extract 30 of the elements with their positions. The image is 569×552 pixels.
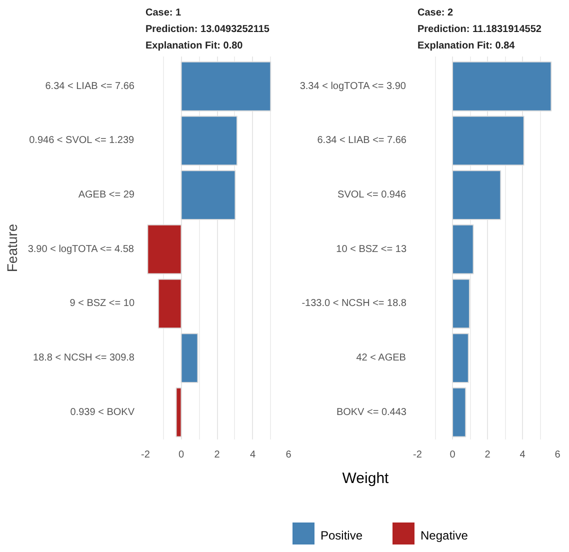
x-tick-label: -2: [413, 450, 422, 460]
x-tick-label: 4: [250, 450, 256, 460]
y-tick-label: 3.90 < logTOTA <= 4.58: [28, 244, 134, 255]
y-tick-label: 10 < BSZ <= 13: [336, 244, 407, 255]
y-tick-label: 0.946 < SVOL <= 1.239: [29, 135, 135, 146]
x-tick-label: 0: [450, 450, 456, 460]
chart-title: Case: 1 Prediction: 13.0493252115 Explanation Fit: 0.80: [146, 8, 270, 52]
y-tick-label: 6.34 < LIAB <= 7.66: [45, 80, 135, 92]
y-axis-title: Feature: [4, 224, 20, 272]
y-tick-label: SVOL <= 0.946: [338, 190, 407, 201]
y-tick-label: AGEB <= 29: [78, 190, 135, 201]
x-axis-title: Weight: [342, 470, 390, 487]
y-tick-label: -133.0 < NCSH <= 18.8: [302, 298, 407, 310]
x-tick-label: 0: [178, 450, 184, 460]
y-tick-label: 9 < BSZ <= 10: [70, 298, 135, 310]
x-tick-label: -2: [141, 450, 150, 460]
y-tick-label: 6.34 < LIAB <= 7.66: [317, 135, 407, 146]
chart-title: Case: 2 Prediction: 11.1831914552 Explanation Fit: 0.84: [418, 8, 542, 52]
x-tick-label: 2: [214, 450, 220, 460]
x-tick-label: 4: [520, 450, 526, 460]
legend-label: Positive: [320, 528, 363, 542]
y-tick-label: 3.34 < logTOTA <= 3.90: [300, 80, 406, 92]
x-tick-label: 6: [286, 450, 292, 460]
x-tick-label: 2: [484, 450, 491, 460]
y-tick-label: 0.939 < BOKV: [70, 406, 135, 418]
y-tick-label: 42 < AGEB: [356, 352, 406, 364]
legend-label: Negative: [420, 528, 468, 542]
y-tick-label: BOKV <= 0.443: [336, 406, 407, 418]
x-tick-label: 6: [554, 450, 561, 460]
y-tick-label: 18.8 < NCSH <= 309.8: [33, 352, 135, 364]
